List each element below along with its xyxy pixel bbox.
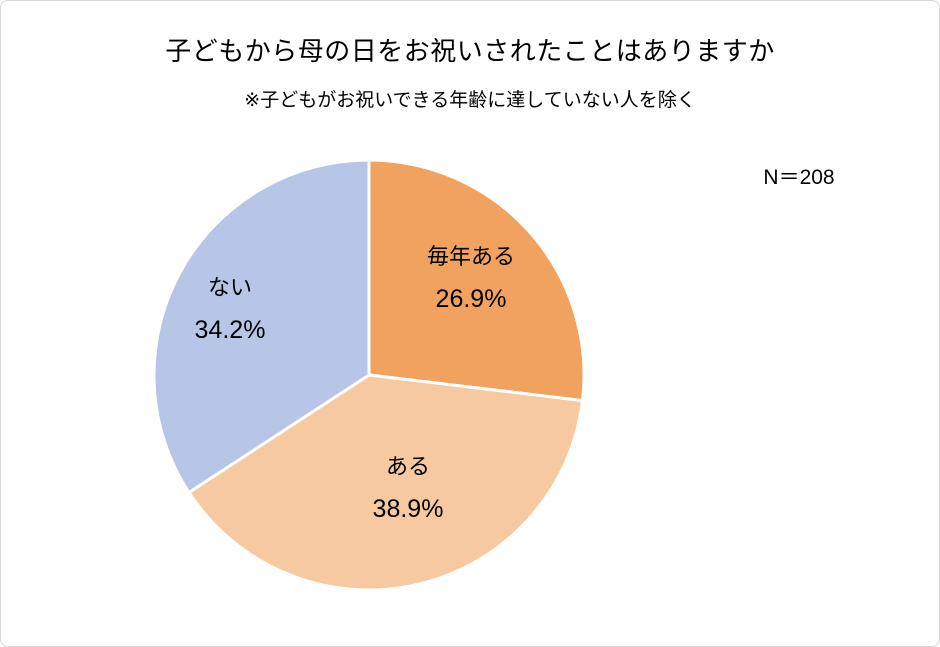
pie-slice-2	[152, 158, 371, 494]
slice-percent: 38.9%	[372, 495, 444, 523]
slice-name: ない	[207, 275, 253, 300]
slice-percent: 26.9%	[435, 285, 507, 313]
slice-label-mainen-aru: 毎年ある 26.9%	[427, 236, 515, 320]
slice-label-aru: ある 38.9%	[373, 446, 444, 530]
pie-slice-0	[367, 158, 586, 403]
sample-size-label: N＝208	[763, 166, 835, 189]
chart-title: 子どもから母の日をお祝いされたことはありますか	[165, 36, 775, 66]
slice-percent: 34.2%	[194, 316, 266, 344]
slice-name: 毎年ある	[426, 244, 516, 269]
slice-name: ある	[385, 454, 431, 479]
chart-subtitle: ※子どもがお祝いできる年齢に達していない人を除く	[244, 90, 696, 111]
slice-label-nai: ない 34.2%	[195, 267, 266, 351]
